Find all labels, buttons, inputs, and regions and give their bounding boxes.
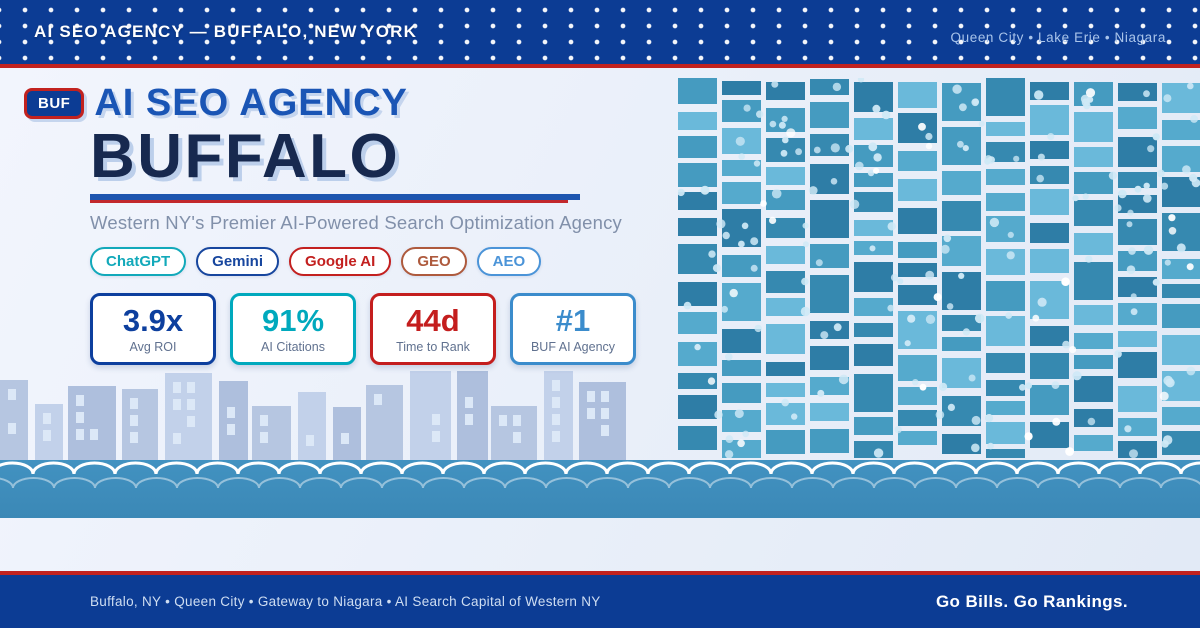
banner-brand-text: AI SEO AGENCY — BUFFALO, NEW YORK	[34, 22, 418, 41]
pill-google-ai: Google AI	[289, 247, 392, 277]
footer-tagline: Buffalo, NY • Queen City • Gateway to Ni…	[90, 594, 601, 609]
stat-value: 44d	[406, 302, 460, 338]
top-red-divider	[0, 64, 1200, 68]
pill-gemini: Gemini	[196, 247, 280, 277]
stat-value: 3.9x	[122, 302, 184, 338]
lake-erie-waves-graphic	[0, 460, 1200, 518]
building-mosaic-graphic	[678, 78, 1200, 458]
top-banner: AI SEO AGENCY — BUFFALO, NEW YORK Queen …	[0, 0, 1200, 64]
stat-cards: 3.9x Avg ROI 91% AI Citations 44d Time t…	[90, 293, 664, 366]
hero-content: BUF AI SEO AGENCY BUFFALO Western NY's P…	[24, 82, 664, 366]
pill-chatgpt: ChatGPT	[90, 247, 187, 277]
stat-label: Time to Rank	[396, 340, 470, 355]
platform-pills: ChatGPT Gemini Google AI GEO AEO	[90, 247, 664, 277]
hero-section: BUF AI SEO AGENCY BUFFALO Western NY's P…	[0, 68, 1200, 571]
title-underline	[90, 194, 580, 204]
hero-subtitle: Western NY's Premier AI-Powered Search O…	[90, 212, 622, 234]
footer-banner: Buffalo, NY • Queen City • Gateway to Ni…	[0, 571, 1200, 628]
pill-geo: GEO	[401, 247, 467, 277]
stat-card-roi: 3.9x Avg ROI	[90, 293, 216, 366]
stat-value: #1	[555, 302, 591, 338]
stat-card-citations: 91% AI Citations	[230, 293, 356, 366]
stat-value: 91%	[261, 302, 325, 338]
stat-label: AI Citations	[261, 340, 325, 355]
stat-label: Avg ROI	[129, 340, 177, 355]
stat-label: BUF AI Agency	[530, 340, 616, 355]
stat-card-time-to-rank: 44d Time to Rank	[370, 293, 496, 366]
footer-slogan: Go Bills. Go Rankings.	[935, 591, 1128, 611]
pill-aeo: AEO	[476, 247, 542, 277]
city-title: BUFFALO	[90, 122, 401, 191]
city-skyline-graphic	[0, 371, 626, 460]
agency-title: AI SEO AGENCY	[94, 82, 408, 124]
stat-card-rank: #1 BUF AI Agency	[510, 293, 636, 366]
buf-badge: BUF	[24, 88, 85, 119]
banner-locations-text: Queen City • Lake Erie • Niagara	[950, 29, 1166, 45]
